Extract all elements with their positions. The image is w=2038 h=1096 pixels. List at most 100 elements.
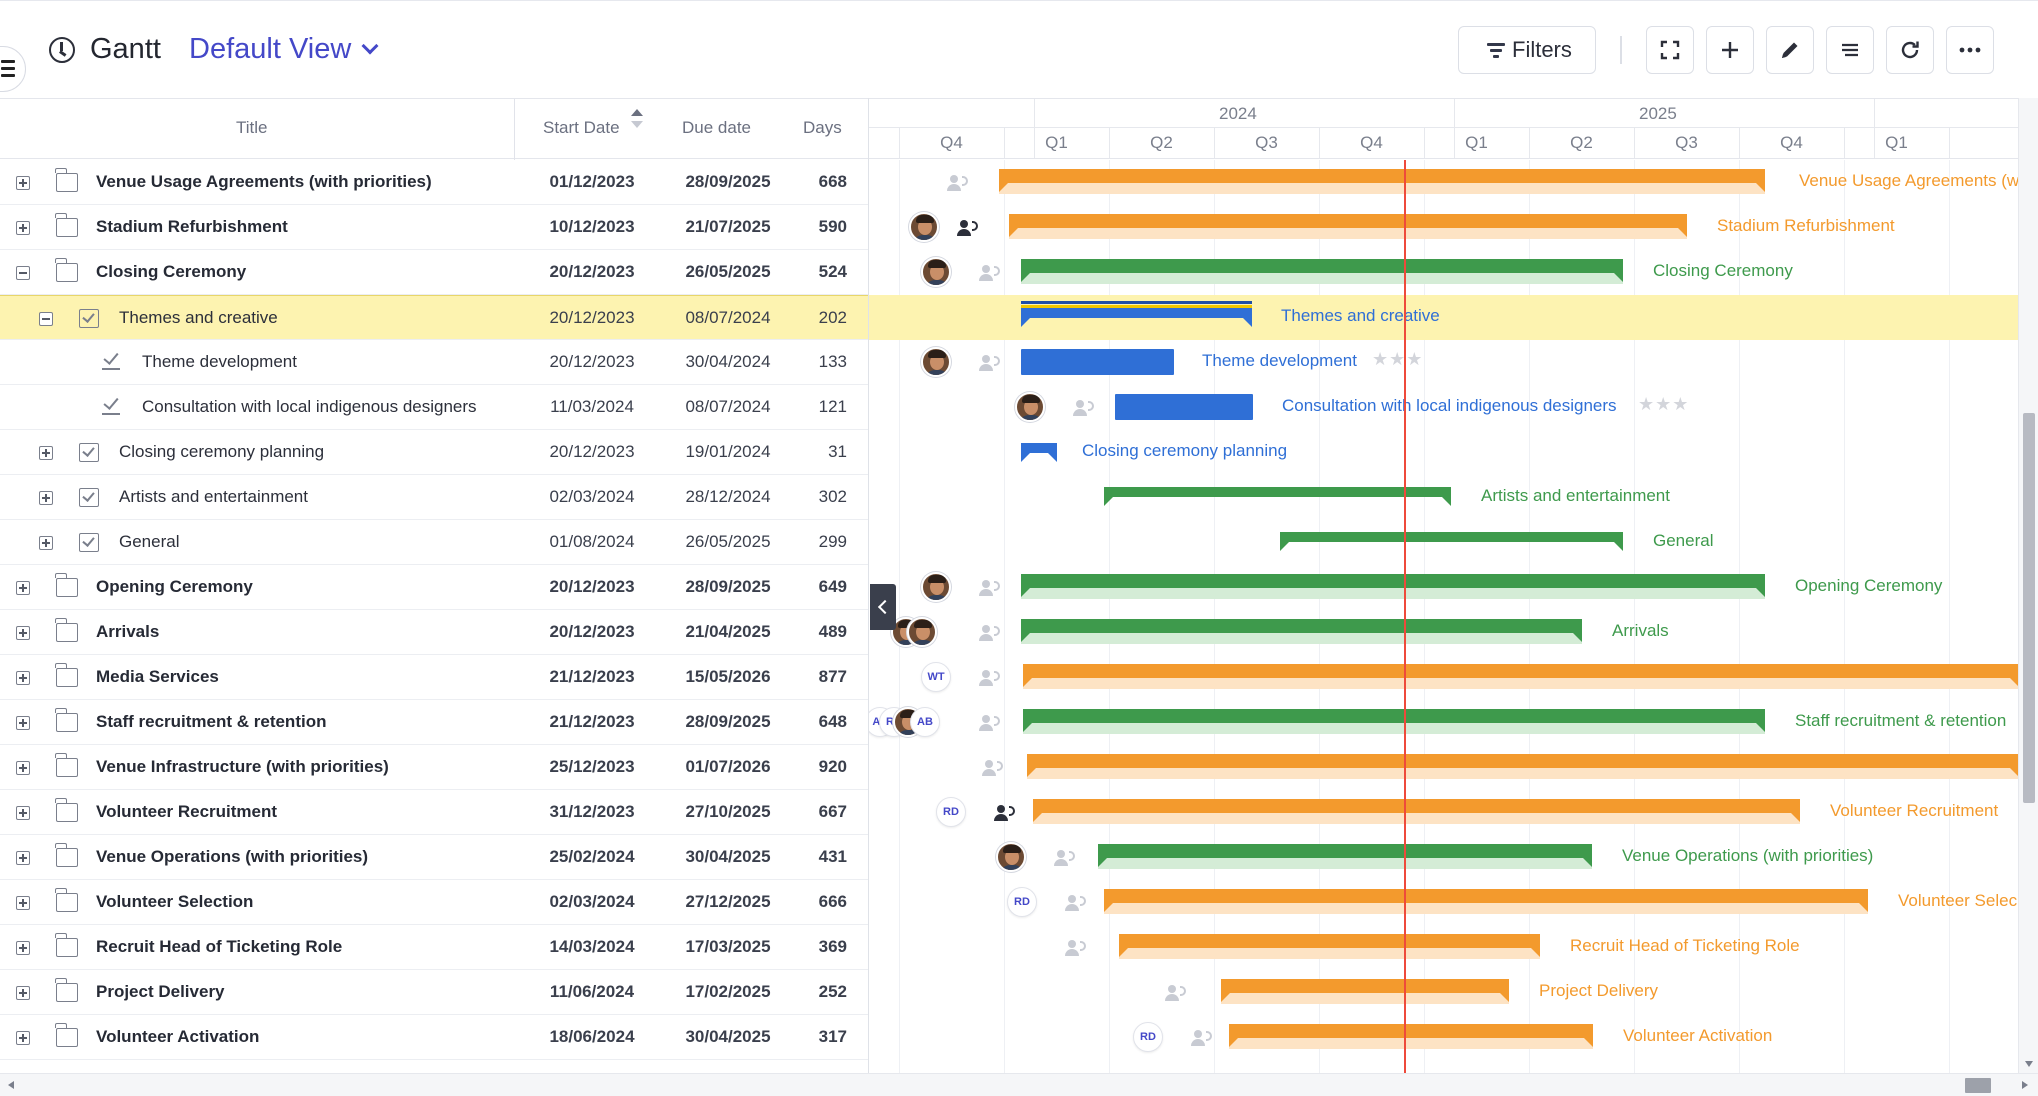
expand-icon[interactable] — [16, 581, 30, 595]
expand-icon[interactable] — [16, 1031, 30, 1045]
gantt-summary-bar[interactable] — [1104, 484, 1451, 506]
filters-button[interactable]: Filters — [1458, 26, 1596, 74]
task-title[interactable]: Artists and entertainment — [119, 487, 308, 506]
expand-icon[interactable] — [39, 446, 53, 460]
table-row[interactable]: Staff recruitment & retention 21/12/2023 2… — [0, 700, 868, 745]
assign-person-icon[interactable] — [1065, 892, 1089, 912]
table-row[interactable]: Media Services 21/12/2023 15/05/2026 877 — [0, 655, 868, 700]
vertical-scroll-thumb[interactable] — [2023, 413, 2035, 803]
assign-person-icon[interactable] — [979, 712, 1003, 732]
avatar-initials[interactable]: AB — [910, 707, 940, 737]
column-header-start-date[interactable]: Start Date — [543, 118, 620, 137]
gantt-summary-bar[interactable] — [1104, 889, 1868, 914]
expand-icon[interactable] — [16, 941, 30, 955]
assign-person-icon[interactable] — [979, 262, 1003, 282]
assign-person-icon[interactable] — [1073, 397, 1097, 417]
view-selector[interactable]: Default View — [189, 33, 352, 65]
task-title[interactable]: Volunteer Activation — [96, 1027, 260, 1046]
gantt-summary-bar[interactable] — [1098, 844, 1592, 869]
table-row[interactable]: Stadium Refurbishment 10/12/2023 21/07/202… — [0, 205, 868, 250]
avatar[interactable] — [921, 572, 951, 602]
priority-stars-icon[interactable]: ★★★ — [1638, 394, 1690, 415]
avatar-initials[interactable]: RD — [1133, 1022, 1163, 1052]
table-row[interactable]: Venue Operations (with priorities) 25/02/… — [0, 835, 868, 880]
table-row[interactable]: Artists and entertainment 02/03/2024 28/12… — [0, 475, 868, 520]
text-align-button[interactable] — [1826, 26, 1874, 74]
gantt-summary-bar[interactable] — [1021, 619, 1582, 644]
table-row[interactable]: Arrivals 20/12/2023 21/04/2025 489 — [0, 610, 868, 655]
column-header-title[interactable]: Title — [236, 118, 268, 137]
collapse-icon[interactable] — [39, 312, 53, 326]
column-header-due-date[interactable]: Due date — [682, 118, 751, 137]
collapse-panel-button[interactable] — [870, 584, 896, 630]
gantt-task-bar[interactable] — [1115, 394, 1253, 420]
gantt-summary-bar[interactable] — [1021, 301, 1252, 327]
table-row[interactable]: Themes and creative 20/12/2023 08/07/2024 2… — [0, 295, 868, 340]
expand-icon[interactable] — [16, 761, 30, 775]
assign-person-icon[interactable] — [1065, 937, 1089, 957]
assign-person-icon[interactable] — [1054, 847, 1078, 867]
expand-icon[interactable] — [16, 221, 30, 235]
task-title[interactable]: Consultation with local indigenous desig… — [142, 397, 477, 416]
assign-person-icon[interactable] — [947, 172, 971, 192]
assign-person-icon[interactable] — [982, 757, 1006, 777]
table-row[interactable]: Theme development 20/12/2023 30/04/2024 133 — [0, 340, 868, 385]
gantt-summary-bar[interactable] — [1021, 574, 1765, 599]
task-title[interactable]: Opening Ceremony — [96, 577, 253, 596]
assign-person-icon[interactable] — [994, 802, 1018, 822]
avatar-initials[interactable]: WT — [921, 662, 951, 692]
avatar[interactable] — [996, 842, 1026, 872]
pane-divider[interactable] — [868, 98, 869, 1073]
sort-icon[interactable] — [631, 109, 643, 131]
chevron-down-icon[interactable] — [361, 37, 379, 55]
task-title[interactable]: Staff recruitment & retention — [96, 712, 327, 731]
assign-person-icon[interactable] — [979, 667, 1003, 687]
gantt-summary-bar[interactable] — [1023, 709, 1765, 734]
assign-person-icon[interactable] — [1191, 1027, 1215, 1047]
task-title[interactable]: Volunteer Selection — [96, 892, 254, 911]
avatar[interactable] — [909, 212, 939, 242]
expand-icon[interactable] — [16, 806, 30, 820]
gantt-summary-bar[interactable] — [1119, 934, 1540, 959]
add-button[interactable] — [1706, 26, 1754, 74]
task-title[interactable]: Project Delivery — [96, 982, 225, 1001]
table-row[interactable]: General 01/08/2024 26/05/2025 299 — [0, 520, 868, 565]
menu-toggle-button[interactable] — [0, 46, 26, 92]
expand-icon[interactable] — [16, 626, 30, 640]
table-row[interactable]: Consultation with local indigenous desig… — [0, 385, 868, 430]
column-divider[interactable] — [514, 99, 515, 160]
table-row[interactable]: Volunteer Selection 02/03/2024 27/12/2025 6… — [0, 880, 868, 925]
refresh-button[interactable] — [1886, 26, 1934, 74]
assign-person-icon[interactable] — [957, 217, 981, 237]
task-title[interactable]: Stadium Refurbishment — [96, 217, 288, 236]
task-title[interactable]: Theme development — [142, 352, 297, 371]
assign-person-icon[interactable] — [979, 352, 1003, 372]
expand-icon[interactable] — [16, 176, 30, 190]
avatar[interactable] — [921, 257, 951, 287]
task-title[interactable]: Recruit Head of Ticketing Role — [96, 937, 343, 956]
task-title[interactable]: Closing ceremony planning — [119, 442, 325, 461]
table-row[interactable]: Closing Ceremony 20/12/2023 26/05/2025 524 — [0, 250, 868, 295]
column-header-days[interactable]: Days — [803, 118, 842, 137]
more-options-button[interactable] — [1946, 26, 1994, 74]
task-title[interactable]: Themes and creative — [119, 308, 278, 327]
expand-icon[interactable] — [39, 536, 53, 550]
table-row[interactable]: Venue Usage Agreements (with priorities)… — [0, 160, 868, 205]
assign-person-icon[interactable] — [1165, 982, 1189, 1002]
edit-button[interactable] — [1766, 26, 1814, 74]
table-row[interactable]: Venue Infrastructure (with priorities) 25… — [0, 745, 868, 790]
gantt-summary-bar[interactable] — [1033, 799, 1800, 824]
table-row[interactable]: Volunteer Activation 18/06/2024 30/04/2025… — [0, 1015, 868, 1060]
task-title[interactable]: Venue Usage Agreements (with priorities) — [96, 172, 432, 191]
collapse-icon[interactable] — [16, 266, 30, 280]
expand-icon[interactable] — [16, 671, 30, 685]
table-row[interactable]: Closing ceremony planning 20/12/2023 19/01… — [0, 430, 868, 475]
avatar-initials[interactable]: RD — [936, 797, 966, 827]
table-row[interactable]: Opening Ceremony 20/12/2023 28/09/2025 649 — [0, 565, 868, 610]
gantt-summary-bar[interactable] — [1280, 529, 1623, 551]
gantt-summary-bar[interactable] — [1021, 259, 1623, 284]
expand-icon[interactable] — [16, 716, 30, 730]
avatar[interactable] — [921, 347, 951, 377]
horizontal-scroll-thumb[interactable] — [1965, 1078, 1991, 1093]
avatar[interactable] — [907, 617, 937, 647]
